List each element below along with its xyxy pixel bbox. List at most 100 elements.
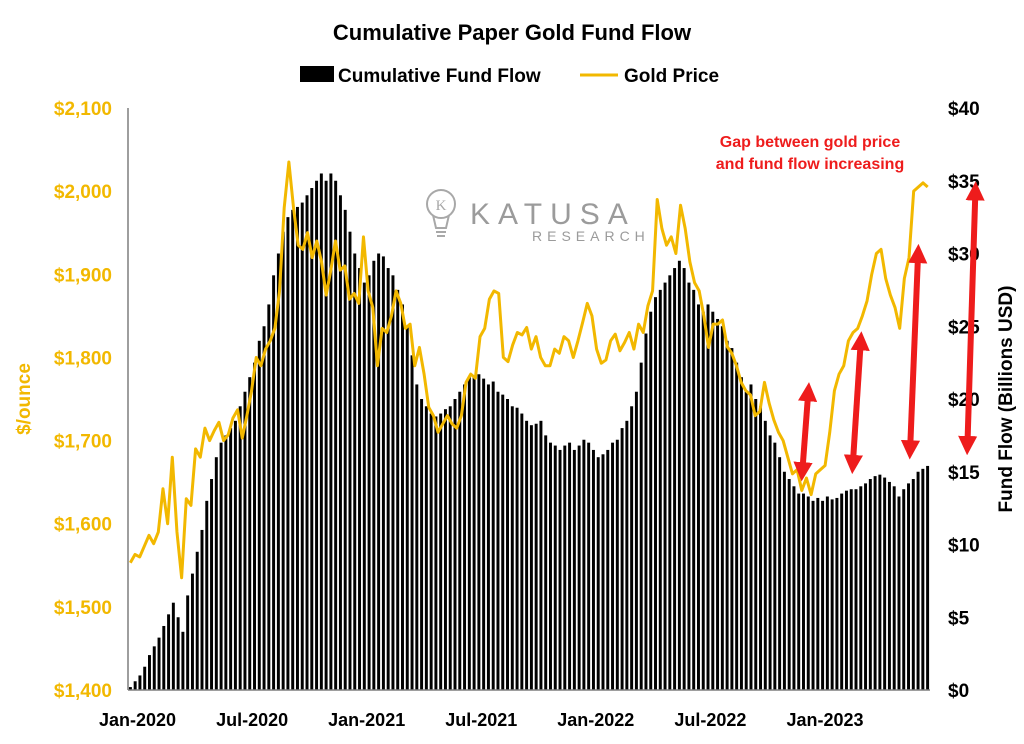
bar-fund-flow [286,217,290,691]
bar-fund-flow [348,231,352,690]
bar-fund-flow [620,428,624,690]
bar-fund-flow [821,500,825,690]
bar-fund-flow [825,496,829,690]
bar-fund-flow [582,439,586,690]
bar-fund-flow [262,326,266,690]
bar-fund-flow [482,378,486,690]
watermark-logo: K KATUSA RESEARCH [426,189,645,244]
right-tick-label: $20 [948,390,980,411]
bar-fund-flow [639,362,643,691]
bar-fund-flow [367,275,371,690]
bar-fund-flow [338,195,342,691]
bar-fund-flow [534,423,538,690]
bar-fund-flow [520,413,524,690]
x-tick-label: Jan-2023 [786,710,863,730]
bar-fund-flow [300,202,304,690]
bar-fund-flow [744,391,748,690]
bar-fund-flow [897,496,901,690]
watermark-name: KATUSA [470,198,636,231]
bar-fund-flow [649,311,653,690]
bar-fund-flow [902,489,906,690]
bar-fund-flow [926,465,930,690]
bar-fund-flow [386,268,390,690]
bar-fund-flow [310,188,314,690]
bar-fund-flow [506,399,509,690]
bar-fund-flow [696,304,700,690]
bar-fund-flow [377,253,381,690]
chart-title: Cumulative Paper Gold Fund Flow [333,20,692,45]
bar-fund-flow [668,275,672,690]
bar-fund-flow [329,173,333,691]
bar-fund-flow [253,362,256,691]
x-tick-label: Jan-2020 [99,710,176,730]
bar-fund-flow [916,471,920,690]
bar-fund-flow [195,551,199,690]
bar-fund-flow [272,275,276,690]
bar-fund-flow [892,486,896,690]
bar-fund-flow [634,391,638,690]
bar-fund-flow [735,362,739,691]
right-tick-label: $10 [948,536,980,557]
bar-fund-flow [720,326,724,690]
left-tick-label: $1,800 [54,348,112,369]
bar-fund-flow [210,479,214,690]
annotation-arrow [843,331,870,475]
bar-fund-flow [568,442,572,690]
bar-fund-flow [515,407,519,690]
bar-fund-flow [133,681,137,690]
bar-fund-flow [434,416,438,690]
left-tick-label: $1,400 [54,681,112,702]
bar-fund-flow [873,476,877,690]
bar-fund-flow [687,282,691,690]
bar-fund-flow [701,311,705,690]
bar-fund-flow [229,428,233,690]
bar-fund-flow [391,275,395,690]
bar-fund-flow [319,173,323,691]
bar-fund-flow [443,409,447,690]
bar-fund-flow [176,617,180,690]
bars-layer [128,173,930,691]
bar-fund-flow [596,457,600,690]
bar-fund-flow [143,666,147,690]
bar-fund-flow [539,420,543,690]
bar-fund-flow [529,425,533,690]
bar-fund-flow [763,420,767,690]
bar-fund-flow [830,499,834,690]
x-tick-label: Jul-2022 [674,710,746,730]
bar-fund-flow [486,384,490,690]
annotation-arrow [958,181,985,456]
bar-fund-flow [782,471,786,690]
bar-fund-flow [663,282,667,690]
bar-fund-flow [921,468,925,690]
bar-fund-flow [754,399,758,690]
bar-fund-flow [362,282,366,690]
bar-fund-flow [405,326,409,690]
bar-fund-flow [219,442,223,690]
bar-fund-flow [463,384,467,690]
bar-fund-flow [281,231,285,690]
right-tick-label: $5 [948,608,970,629]
left-tick-label: $2,100 [54,99,112,120]
bar-fund-flow [410,355,414,690]
bar-fund-flow [477,374,481,690]
bar-fund-flow [615,439,619,690]
bar-fund-flow [558,449,562,690]
bar-fund-flow [868,479,872,690]
x-tick-label: Jul-2021 [445,710,517,730]
bar-fund-flow [749,384,753,690]
bar-fund-flow [883,477,887,690]
annotation-arrows [793,181,985,482]
annotation-line-2: and fund flow increasing [716,156,904,173]
bar-fund-flow [778,457,782,690]
bar-fund-flow [768,435,772,691]
bar-fund-flow [792,486,796,690]
x-tick-label: Jan-2022 [557,710,634,730]
bar-fund-flow [257,340,261,690]
bar-fund-flow [563,445,567,690]
bar-fund-flow [739,377,743,690]
bar-fund-flow [467,377,471,690]
bar-fund-flow [907,483,910,690]
bar-fund-flow [233,420,237,690]
bar-fund-flow [644,333,648,690]
